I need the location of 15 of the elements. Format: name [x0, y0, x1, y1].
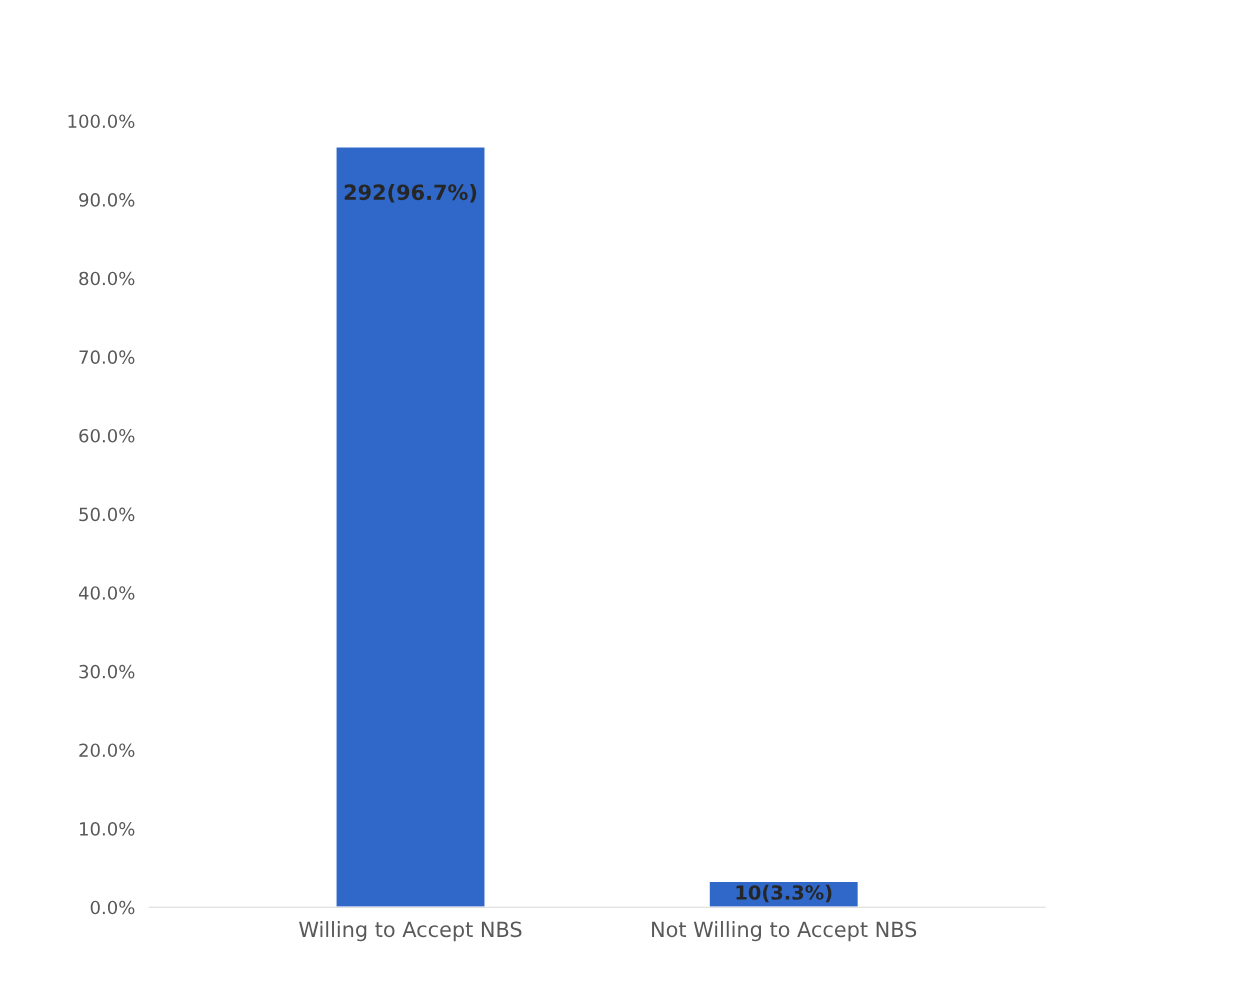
y-tick-label: 30.0% — [79, 664, 135, 679]
data-label: 10(3.3%) — [736, 884, 832, 903]
data-label: 292(96.7%) — [344, 184, 477, 203]
y-tick-label: 10.0% — [80, 822, 135, 836]
y-tick-label: 100.0% — [68, 114, 135, 129]
y-tick-label: 40.0% — [78, 586, 135, 600]
y-tick-label: 90.0% — [79, 193, 135, 207]
y-tick-label: 50.0% — [79, 507, 135, 522]
x-tick-label: Willing to Accept NBS — [299, 921, 522, 942]
y-tick-label: 70.0% — [79, 350, 135, 364]
x-tick-label: Not Willing to Accept NBS — [652, 921, 917, 942]
y-tick-label: 60.0% — [79, 428, 135, 443]
y-tick-label: 80.0% — [79, 271, 135, 286]
y-tick-label: 0.0% — [90, 900, 135, 915]
y-tick-label: 20.0% — [79, 743, 135, 758]
